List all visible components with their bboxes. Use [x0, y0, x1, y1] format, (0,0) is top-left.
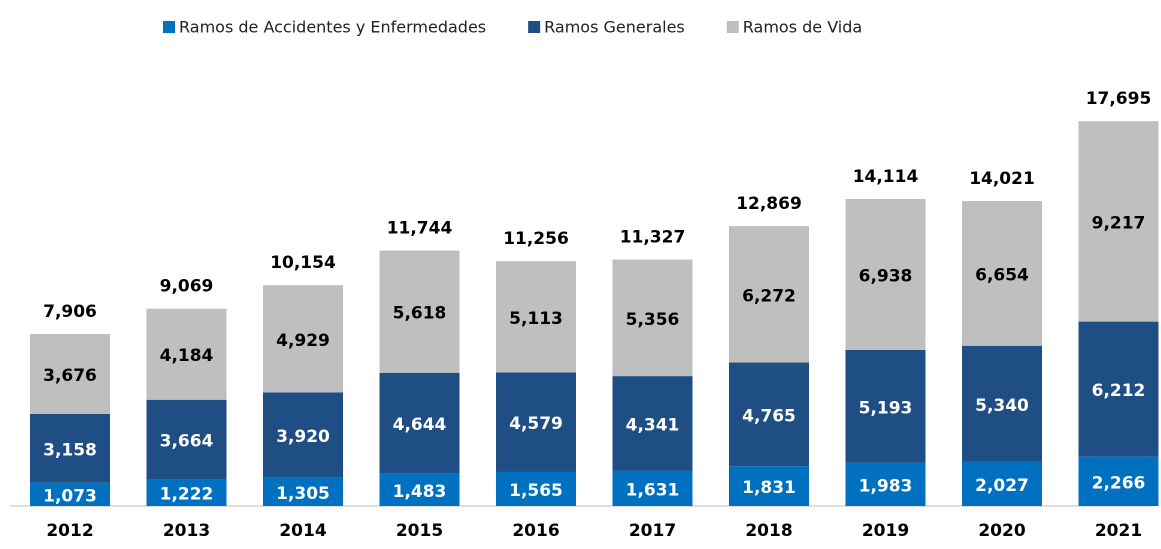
bar-segment — [612, 259, 693, 377]
bar-segment — [962, 345, 1042, 462]
data-label: 5,340 — [975, 396, 1029, 416]
legend-label: Ramos de Vida — [743, 18, 862, 37]
legend-label: Ramos de Accidentes y Enfermedades — [179, 18, 486, 37]
data-label: 9,217 — [1092, 213, 1146, 233]
legend-swatch — [163, 21, 175, 33]
total-label: 17,695 — [1086, 89, 1152, 109]
data-label: 1,631 — [626, 480, 680, 500]
data-label: 5,618 — [393, 304, 447, 324]
bar-segment — [729, 362, 809, 467]
x-tick-label: 2015 — [396, 521, 443, 541]
x-tick-label: 2018 — [745, 521, 792, 541]
data-label: 1,983 — [859, 476, 913, 496]
x-tick-label: 2019 — [862, 521, 909, 541]
data-label: 6,212 — [1092, 381, 1146, 401]
bar-segment — [379, 473, 460, 506]
data-label: 1,073 — [43, 486, 97, 506]
data-label: 6,654 — [975, 265, 1029, 285]
bar-segment — [146, 399, 227, 480]
legend-swatch — [726, 21, 739, 33]
x-tick-label: 2012 — [46, 521, 93, 541]
data-label: 4,579 — [509, 414, 563, 434]
bar-segment — [612, 376, 693, 471]
x-tick-label: 2020 — [978, 521, 1025, 541]
bar-segment — [496, 471, 576, 506]
data-label: 3,158 — [43, 440, 97, 460]
bar-segment — [263, 285, 343, 393]
data-label: 5,113 — [509, 309, 563, 329]
total-label: 11,744 — [387, 219, 453, 239]
data-label: 1,305 — [276, 484, 330, 504]
bar-segment — [1078, 456, 1159, 506]
data-label: 2,266 — [1092, 473, 1146, 493]
data-label: 4,644 — [393, 415, 447, 435]
data-label: 6,938 — [859, 266, 913, 286]
bar-segment — [962, 201, 1042, 346]
data-label: 4,341 — [626, 415, 680, 435]
bar-segment — [30, 482, 110, 506]
bar-segment — [729, 466, 809, 506]
data-label: 1,831 — [742, 478, 796, 498]
bar-segment — [30, 413, 110, 483]
data-label: 1,565 — [509, 481, 563, 501]
data-label: 3,664 — [160, 432, 214, 452]
total-label: 9,069 — [160, 277, 214, 297]
bar-segment — [612, 470, 693, 506]
bar-segment — [496, 372, 576, 472]
bar-segment — [729, 226, 809, 363]
data-label: 5,356 — [626, 310, 680, 330]
bar-segment — [1078, 121, 1159, 322]
x-tick-label: 2021 — [1095, 521, 1142, 541]
bar-segment — [845, 199, 926, 350]
data-label: 6,272 — [742, 286, 796, 306]
bar-segment — [263, 477, 343, 506]
bar-segment — [962, 461, 1042, 506]
bar-segment — [379, 372, 460, 474]
data-label: 4,765 — [742, 406, 796, 426]
bar-segment — [845, 462, 926, 506]
bar-segment — [263, 392, 343, 478]
bar-segment — [1078, 321, 1159, 457]
data-label: 2,027 — [975, 476, 1029, 496]
x-tick-label: 2013 — [163, 521, 210, 541]
data-label: 4,929 — [276, 331, 330, 351]
bar-segment — [146, 308, 227, 400]
data-label: 3,676 — [43, 366, 97, 386]
total-label: 11,256 — [503, 229, 569, 249]
data-label: 5,193 — [859, 398, 913, 418]
total-label: 7,906 — [43, 302, 97, 322]
bar-segment — [496, 261, 576, 373]
x-tick-label: 2016 — [512, 521, 559, 541]
data-label: 1,222 — [160, 485, 214, 505]
bar-segment — [30, 334, 110, 414]
total-label: 14,114 — [853, 167, 919, 187]
total-label: 10,154 — [270, 253, 336, 273]
bar-segment — [379, 250, 460, 373]
total-label: 14,021 — [969, 169, 1035, 189]
total-label: 12,869 — [736, 194, 802, 214]
data-label: 1,483 — [393, 482, 447, 502]
legend-label: Ramos Generales — [544, 18, 685, 37]
legend-swatch — [528, 21, 541, 33]
bar-segment — [146, 479, 227, 506]
x-tick-label: 2017 — [629, 521, 676, 541]
data-label: 3,920 — [276, 427, 330, 447]
total-label: 11,327 — [620, 228, 686, 248]
x-tick-label: 2014 — [279, 521, 326, 541]
data-label: 4,184 — [160, 346, 214, 366]
bar-segment — [845, 349, 926, 463]
